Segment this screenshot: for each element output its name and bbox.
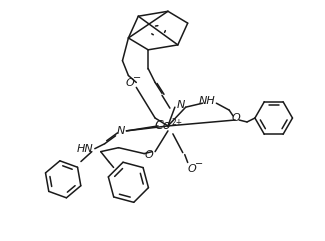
Text: −: − xyxy=(195,160,203,169)
Text: NH: NH xyxy=(199,96,216,106)
Text: −: − xyxy=(133,74,141,83)
Text: O: O xyxy=(145,150,153,160)
Text: 2+: 2+ xyxy=(172,119,183,127)
Text: O: O xyxy=(126,78,135,88)
Text: Co: Co xyxy=(155,120,171,133)
Text: N: N xyxy=(116,126,125,136)
Text: O: O xyxy=(187,164,196,174)
Text: N: N xyxy=(176,100,185,110)
Text: O: O xyxy=(232,113,240,123)
Text: HN: HN xyxy=(76,144,93,154)
